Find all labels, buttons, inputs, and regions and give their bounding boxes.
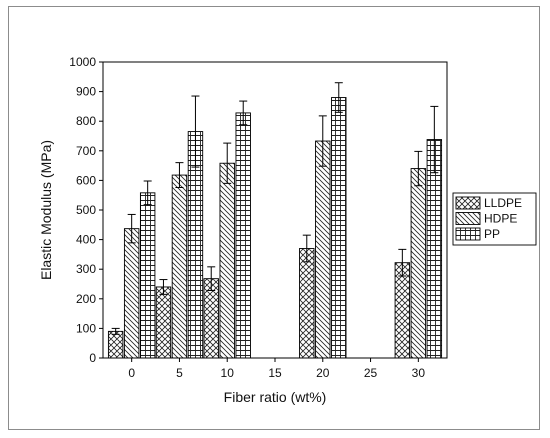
bar-lldpe-5 — [155, 286, 172, 359]
y-tick-label: 700 — [76, 144, 96, 158]
x-tick-label: 15 — [268, 366, 282, 380]
legend-label-pp: PP — [484, 227, 500, 241]
bar-pp-20 — [331, 97, 347, 359]
bar-pp-10 — [235, 112, 251, 359]
y-axis-ticks: 0 100 200 300 400 500 600 700 800 900 1000 — [69, 55, 103, 365]
bar-hdpe-30 — [410, 168, 427, 359]
bar-hdpe-10 — [219, 162, 235, 359]
bar-hdpe-0 — [123, 228, 140, 359]
y-tick-label: 200 — [76, 292, 96, 306]
legend-swatch-pp — [455, 227, 481, 241]
y-tick-label: 300 — [76, 262, 96, 276]
x-tick-label: 30 — [412, 366, 426, 380]
y-tick-label: 900 — [76, 85, 96, 99]
bar-hdpe-5 — [171, 174, 188, 359]
x-axis-title: Fiber ratio (wt%) — [224, 389, 327, 405]
bar-lldpe-30 — [394, 262, 411, 359]
y-tick-label: 0 — [89, 351, 96, 365]
x-tick-label: 5 — [176, 366, 183, 380]
x-tick-label: 20 — [316, 366, 330, 380]
y-tick-label: 400 — [76, 233, 96, 247]
chart-frame — [8, 6, 540, 430]
x-tick-label: 10 — [221, 366, 235, 380]
y-tick-label: 800 — [76, 114, 96, 128]
bar-lldpe-0 — [107, 330, 124, 359]
y-tick-label: 600 — [76, 173, 96, 187]
x-axis-ticks: 0 5 10 15 20 25 30 — [128, 358, 425, 380]
bar-pp-0 — [139, 192, 156, 359]
x-tick-label: 0 — [128, 366, 135, 380]
legend-swatch-hdpe — [455, 212, 481, 225]
y-axis-title: Elastic Modulus (MPa) — [38, 140, 54, 280]
y-tick-label: 1000 — [69, 55, 96, 69]
legend-label-hdpe: HDPE — [484, 212, 517, 226]
bar-lldpe-20 — [299, 248, 315, 359]
legend-swatch-lldpe — [455, 196, 481, 210]
x-tick-label: 25 — [364, 366, 378, 380]
error-bars-layer — [111, 82, 439, 335]
bar-hdpe-20 — [315, 140, 331, 359]
y-tick-label: 500 — [76, 203, 96, 217]
y-tick-label: 100 — [76, 321, 96, 335]
legend-label-lldpe: LLDPE — [484, 196, 522, 210]
bars-layer — [107, 97, 443, 359]
